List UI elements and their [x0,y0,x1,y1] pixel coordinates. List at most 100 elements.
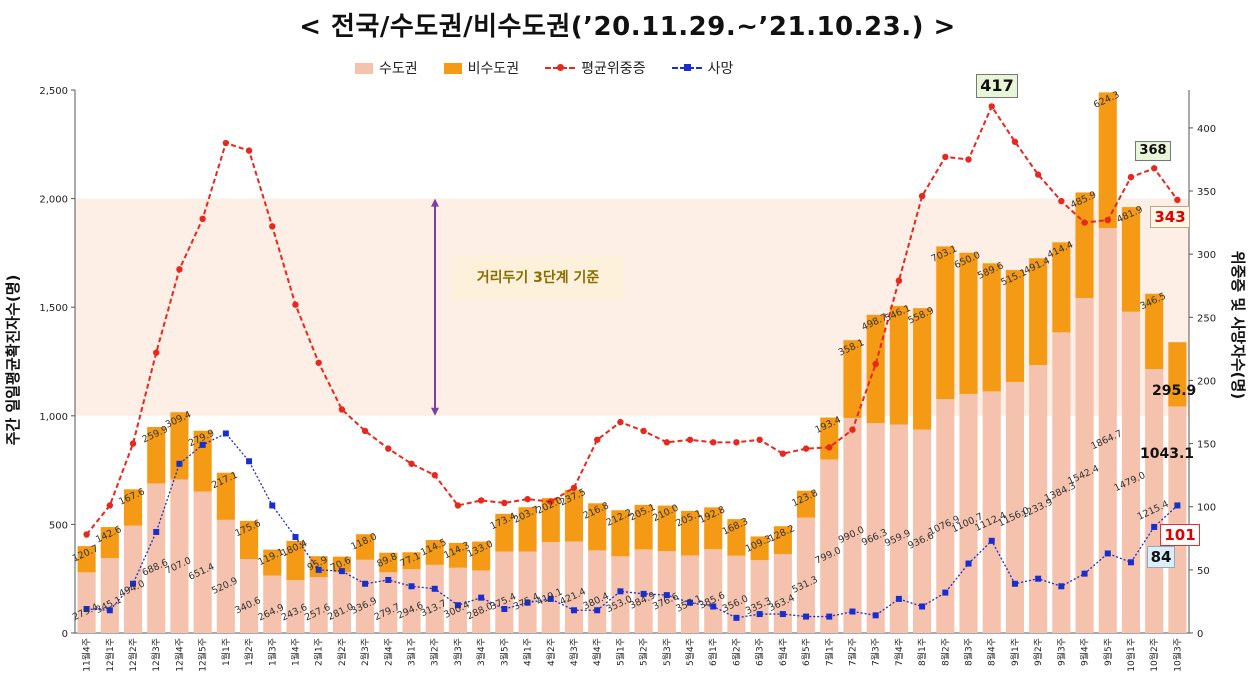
point-severe [1034,171,1042,178]
x-tick-label: 12월3주 [150,638,162,672]
bar-capital [123,525,143,633]
bar-noncapital [170,412,189,480]
point-death [1035,575,1042,582]
y-tick-left-label: 1,500 [39,303,68,314]
bar-noncapital [1005,270,1024,382]
bar-noncapital [680,510,700,556]
point-death [362,580,369,587]
bar-noncapital [309,556,328,578]
point-severe [779,450,787,457]
x-tick-label: 8월2주 [939,638,951,666]
legend-label-capital: 수도권 [379,61,418,77]
point-death [756,611,763,618]
point-death [594,607,601,614]
point-death [199,441,206,448]
bar-capital [680,555,700,633]
label-noncapital-last: 295.9 [1152,383,1197,399]
bar-noncapital [263,549,282,576]
bar-noncapital [77,546,96,573]
bar-noncapital [820,417,839,460]
bar-noncapital [727,519,746,556]
x-tick-label: 12월4주 [173,638,185,672]
point-death [385,576,392,583]
bar-noncapital [1098,92,1117,228]
point-severe [454,502,462,509]
point-death [849,608,856,615]
point-death [872,612,879,619]
point-death [942,589,949,596]
point-death [826,613,833,620]
bar-capital [100,558,119,633]
bar-noncapital [866,314,885,424]
bar-noncapital [448,542,467,568]
chart-title: < 전국/수도권/비수도권(’20.11.29.~’21.10.23.) > [299,12,956,42]
x-tick-label: 3월2주 [429,638,441,666]
y-tick-left-label: 1,000 [39,412,68,423]
bar-noncapital [959,252,978,394]
bar-capital [240,559,259,633]
point-severe [640,427,647,435]
bar-noncapital [797,490,816,518]
x-tick-label: 12월1주 [104,638,116,672]
point-severe [1104,216,1111,224]
line-death [86,432,1178,619]
bar-capital [1098,227,1117,633]
point-death [687,599,694,606]
point-severe [988,103,995,110]
x-tick-label: 6월2주 [730,638,742,666]
point-severe [431,471,438,479]
bar-capital [193,491,212,633]
bar-capital [773,554,792,633]
x-tick-label: 5월1주 [614,638,626,666]
point-death [408,583,415,590]
point-death [524,599,531,606]
x-tick-label: 3월3주 [452,638,464,666]
x-tick-label: 2월3주 [359,638,371,666]
bar-noncapital [704,507,723,550]
point-death [965,560,972,567]
legend-swatch-severe [545,62,576,74]
bar-noncapital [611,510,630,557]
legend-swatch-capital [355,62,373,74]
bar-capital [309,577,328,633]
bar-capital [263,575,282,633]
bar-capital [216,519,235,633]
x-tick-label: 5월4주 [684,638,696,666]
point-severe [129,440,137,447]
bar-capital [704,549,723,633]
bar-capital [866,423,885,633]
point-death [176,460,183,467]
x-tick-label: 7월1주 [823,638,835,666]
point-death [338,568,345,575]
point-death [1127,559,1134,566]
point-severe [1058,197,1065,205]
x-tick-label: 12월5주 [197,638,209,672]
bar-noncapital [564,489,584,542]
point-severe [477,497,485,504]
x-tick-label: 5월3주 [661,638,673,666]
bar-noncapital [1029,258,1048,365]
bar-noncapital [889,305,908,425]
y-tick-right-label: 0 [1197,629,1203,640]
x-tick-label: 4월2주 [545,638,557,666]
callout-severe-prev: 368 [1135,141,1171,161]
point-severe [292,301,299,308]
legend-swatch-death [671,62,702,74]
y-tick-right-label: 300 [1197,250,1216,261]
legend-label-noncapital: 비수도권 [467,61,520,77]
legend-label-severe: 평균위중증 [581,61,646,77]
bar-capital [727,555,746,633]
bar-noncapital [982,263,1001,392]
point-death [246,458,253,465]
legend-item-capital: 수도권 [355,58,418,78]
x-tick-label: 1월3주 [266,638,278,666]
x-tick-label: 12월2주 [127,638,139,672]
x-tick-label: 3월1주 [406,638,418,666]
y-axis-left-label: 주간 일일평균확진자수(명) [4,274,22,446]
y-tick-right-label: 350 [1197,187,1216,198]
bar-capital [611,556,630,633]
point-severe [385,445,392,452]
x-tick-label: 8월1주 [916,638,928,666]
label-capital-last: 1043.1 [1140,446,1195,462]
x-tick-label: 10월2주 [1148,638,1160,672]
